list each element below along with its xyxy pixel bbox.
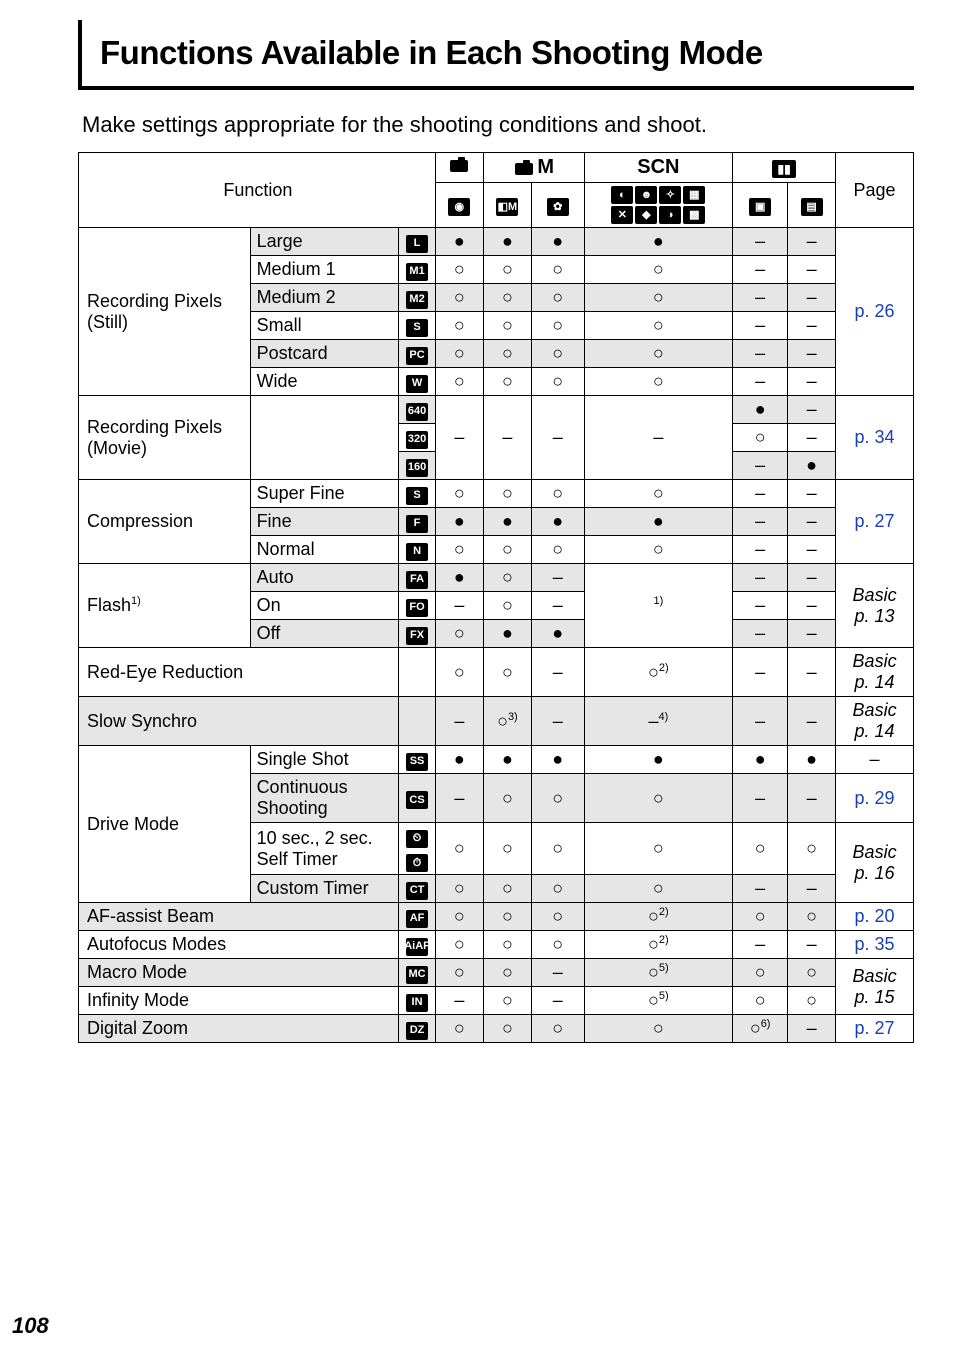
row-icon: AF — [406, 910, 428, 928]
page-number: 108 — [12, 1313, 49, 1339]
sub-label: Large — [250, 228, 399, 256]
sub-label: Medium 1 — [250, 256, 399, 284]
row-icon: F — [406, 515, 428, 533]
sub-label: Small — [250, 312, 399, 340]
page-ref: p. 20 — [836, 903, 914, 931]
row-icon: W — [406, 375, 428, 393]
page-ref: p. 29 — [836, 774, 914, 823]
page-ref: Basicp. 13 — [836, 564, 914, 648]
page-subtitle: Make settings appropriate for the shooti… — [82, 112, 910, 138]
row-icon: 320 — [406, 431, 428, 449]
row-icon: M1 — [406, 263, 428, 281]
fn-group-label: Compression — [79, 480, 251, 564]
sub-label: Auto — [250, 564, 399, 592]
sub-label: Normal — [250, 536, 399, 564]
scene-icons-row: ◐☻✧▦ — [591, 186, 727, 204]
hdr-scn: SCN — [584, 153, 733, 183]
row-icon: PC — [406, 347, 428, 365]
fn-group-label: Drive Mode — [79, 746, 251, 903]
row-icon: 640 — [406, 403, 428, 421]
fn-label: Red-Eye Reduction — [79, 648, 399, 697]
page-ref: p. 26 — [836, 228, 914, 396]
row-icon: CT — [406, 882, 428, 900]
row-icon: N — [406, 543, 428, 561]
page-title: Functions Available in Each Shooting Mod… — [100, 34, 914, 72]
sub-label: Single Shot — [250, 746, 399, 774]
sub-label: Custom Timer — [250, 875, 399, 903]
manual-mode-icon: ◧M — [496, 198, 518, 216]
row-icon: SS — [406, 753, 428, 771]
row-icon: FA — [406, 571, 428, 589]
page-ref: – — [836, 746, 914, 774]
sub-label: Medium 2 — [250, 284, 399, 312]
sub-label: On — [250, 592, 399, 620]
movie-standard-icon: ▣ — [749, 198, 771, 216]
row-icon: M2 — [406, 291, 428, 309]
fn-label: Slow Synchro — [79, 697, 399, 746]
page-ref: Basicp. 15 — [836, 959, 914, 1015]
row-icon: AiAF — [406, 938, 428, 956]
movie-icon: ▮▮ — [772, 160, 796, 178]
sub-label: Wide — [250, 368, 399, 396]
fn-group-label: Recording Pixels(Movie) — [79, 396, 251, 480]
page-ref: p. 34 — [836, 396, 914, 480]
sub-label: Postcard — [250, 340, 399, 368]
hdr-function: Function — [79, 153, 436, 228]
fn-label: Digital Zoom — [79, 1015, 399, 1043]
row-icon: FX — [406, 627, 428, 645]
shooting-mode-table: Function M SCN ▮▮ Page ◉ ◧M ✿ ◐☻✧▦ ✕◆◑▩ … — [78, 152, 914, 1043]
row-icon: L — [406, 235, 428, 253]
camera-m-icon — [513, 160, 535, 176]
row-icon: ⏱ — [406, 854, 428, 872]
fn-group-label: Recording Pixels(Still) — [79, 228, 251, 396]
page-ref: p. 27 — [836, 1015, 914, 1043]
fn-label: Autofocus Modes — [79, 931, 399, 959]
fn-label: Macro Mode — [79, 959, 399, 987]
fn-label: AF-assist Beam — [79, 903, 399, 931]
fn-label: Infinity Mode — [79, 987, 399, 1015]
camera-icon — [448, 157, 470, 173]
row-icon: S — [406, 319, 428, 337]
movie-compact-icon: ▤ — [801, 198, 823, 216]
row-icon: DZ — [406, 1022, 428, 1040]
row-icon: CS — [406, 791, 428, 809]
page-ref: p. 27 — [836, 480, 914, 564]
sub-label: Fine — [250, 508, 399, 536]
row-icon: S — [406, 487, 428, 505]
row-icon: IN — [406, 994, 428, 1012]
sub-label: Super Fine — [250, 480, 399, 508]
page-ref: Basicp. 14 — [836, 697, 914, 746]
sub-label: 10 sec., 2 sec.Self Timer — [250, 823, 399, 875]
page-ref: Basicp. 14 — [836, 648, 914, 697]
sub-label: Off — [250, 620, 399, 648]
hdr-page: Page — [836, 153, 914, 228]
sub-label: ContinuousShooting — [250, 774, 399, 823]
page-ref: Basicp. 16 — [836, 823, 914, 903]
row-icon: 160 — [406, 459, 428, 477]
digital-macro-icon: ✿ — [547, 198, 569, 216]
fn-group-label: Flash1) — [79, 564, 251, 648]
row-icon: FO — [406, 599, 428, 617]
page-ref: p. 35 — [836, 931, 914, 959]
auto-mode-icon: ◉ — [448, 198, 470, 216]
row-icon: ⏲ — [406, 830, 428, 848]
row-icon: MC — [406, 966, 428, 984]
